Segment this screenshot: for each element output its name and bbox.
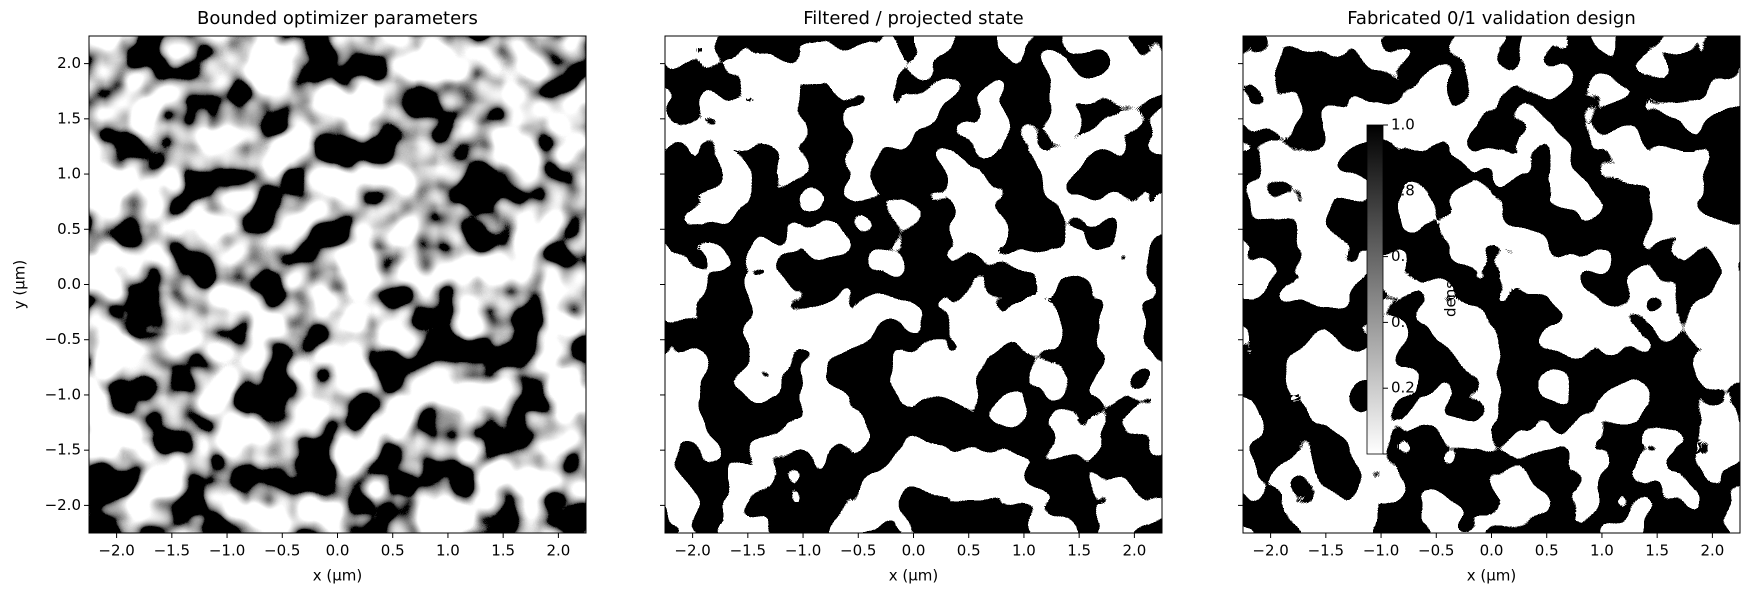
colorbar-tick-label: 1.0 — [1391, 116, 1415, 134]
x-tick-label: 0.5 — [957, 542, 981, 560]
x-tick-label: 0.0 — [326, 542, 350, 560]
x-axis-label: x (µm) — [889, 567, 939, 585]
y-tick-label: 0.5 — [57, 220, 81, 238]
y-tick-label: 0.0 — [57, 275, 81, 293]
axes-title: Bounded optimizer parameters — [197, 8, 478, 29]
x-tick-label: 2.0 — [546, 542, 570, 560]
x-tick-label: 1.5 — [1645, 542, 1669, 560]
x-tick-label: 1.0 — [1012, 542, 1036, 560]
x-tick-label: −1.0 — [209, 542, 245, 560]
x-tick-label: −2.0 — [98, 542, 134, 560]
x-tick-label: 0.5 — [381, 542, 405, 560]
x-tick-label: −2.0 — [674, 542, 710, 560]
x-tick-label: −1.0 — [1363, 542, 1399, 560]
x-tick-label: −1.5 — [1308, 542, 1344, 560]
image-texture — [1243, 36, 1740, 533]
x-axis-label: x (µm) — [313, 567, 363, 585]
colorbar — [1366, 124, 1384, 455]
colorbar-tick-label: 0.6 — [1391, 247, 1415, 265]
x-axis-label: x (µm) — [1467, 567, 1517, 585]
y-axis-label: y (µm) — [11, 260, 29, 310]
x-tick-label: −1.5 — [154, 542, 190, 560]
x-tick-label: 0.5 — [1535, 542, 1559, 560]
axes-title: Fabricated 0/1 validation design — [1347, 8, 1636, 29]
image-texture — [89, 36, 586, 533]
x-tick-label: −0.5 — [1418, 542, 1454, 560]
axes-title: Filtered / projected state — [803, 8, 1023, 29]
x-tick-label: −0.5 — [264, 542, 300, 560]
colorbar-tick-label: 0 — [1391, 445, 1401, 463]
y-tick-label: −1.0 — [45, 385, 81, 403]
y-tick-label: 1.5 — [57, 109, 81, 127]
x-tick-label: 2.0 — [1122, 542, 1146, 560]
x-tick-label: −1.5 — [730, 542, 766, 560]
x-tick-label: 2.0 — [1700, 542, 1724, 560]
x-tick-label: 1.5 — [491, 542, 515, 560]
y-tick-label: 1.0 — [57, 165, 81, 183]
y-tick-label: 2.0 — [57, 54, 81, 72]
x-tick-label: 1.0 — [436, 542, 460, 560]
image-texture — [665, 36, 1162, 533]
x-tick-label: 1.5 — [1067, 542, 1091, 560]
x-tick-label: 0.0 — [1480, 542, 1504, 560]
colorbar-tick-label: 0.4 — [1391, 313, 1415, 331]
x-tick-label: −0.5 — [840, 542, 876, 560]
x-tick-label: −2.0 — [1252, 542, 1288, 560]
x-tick-label: −1.0 — [785, 542, 821, 560]
x-tick-label: 1.0 — [1590, 542, 1614, 560]
y-tick-label: −2.0 — [45, 496, 81, 514]
colorbar-tick-label: 0.8 — [1391, 181, 1415, 199]
colorbar-label: density — [1442, 262, 1460, 317]
x-tick-label: 0.0 — [902, 542, 926, 560]
y-tick-label: −0.5 — [45, 330, 81, 348]
colorbar-tick-label: 0.2 — [1391, 379, 1415, 397]
y-tick-label: −1.5 — [45, 441, 81, 459]
